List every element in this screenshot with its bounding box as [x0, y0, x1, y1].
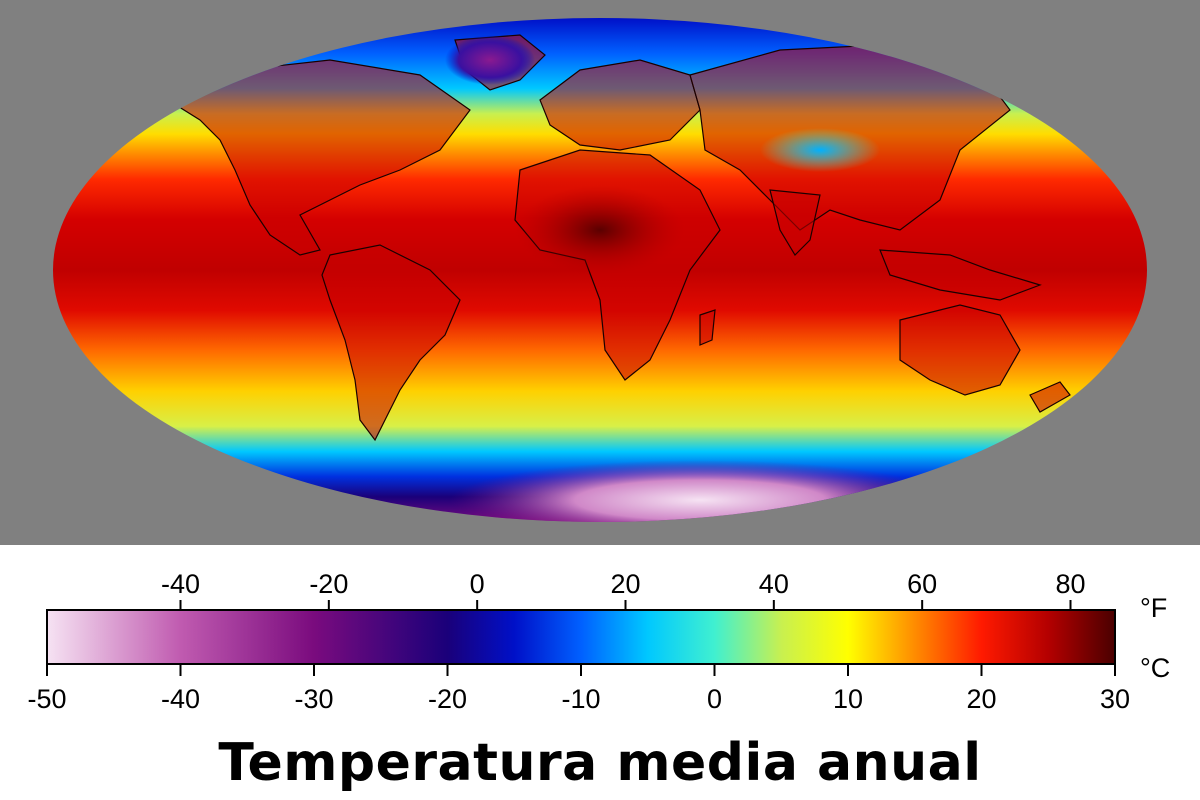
celsius-tick-label: -40: [161, 684, 200, 714]
celsius-tick-label: 30: [1100, 684, 1130, 714]
southeast-asia-islands-shape: [879, 249, 1042, 301]
madagascar-shape: [699, 309, 716, 346]
temperature-legend: -40 -20 0 20 40 60 80 -50 -40 -30 -20 -10 0 10 20 30 °…: [0, 545, 1200, 800]
south-america-shape: [321, 244, 461, 442]
europe-shape: [539, 59, 701, 151]
map-caption: Temperatura media anual: [218, 733, 982, 793]
fahrenheit-tick-label: 40: [759, 569, 789, 599]
celsius-tick-label: 0: [707, 684, 722, 714]
fahrenheit-tick-label: -20: [309, 569, 348, 599]
celsius-tick-label: 20: [966, 684, 996, 714]
celsius-tick-label: -10: [561, 684, 600, 714]
new-zealand-shape: [1029, 381, 1071, 413]
india-shape: [769, 189, 821, 256]
tibetan-plateau-cold-region: [760, 128, 880, 172]
antarctica-cold-region: [450, 460, 950, 522]
celsius-unit-label: °C: [1140, 653, 1170, 683]
celsius-tick-label: 10: [833, 684, 863, 714]
fahrenheit-tick-label: -40: [161, 569, 200, 599]
colorbar-rect: [46, 609, 1116, 665]
temperature-colorbar: -40 -20 0 20 40 60 80 -50 -40 -30 -20 -10 0 10 20 30 °…: [27, 569, 1170, 714]
australia-shape: [899, 304, 1021, 396]
map-projection: [53, 18, 1147, 522]
fahrenheit-tick-label: 20: [610, 569, 640, 599]
temperature-map-graphic: [53, 18, 1147, 522]
fahrenheit-tick-label: 0: [470, 569, 485, 599]
celsius-tick-label: -30: [294, 684, 333, 714]
fahrenheit-unit-label: °F: [1140, 593, 1167, 623]
fahrenheit-tick-group: -40 -20 0 20 40 60 80: [161, 569, 1086, 610]
celsius-tick-label: -20: [428, 684, 467, 714]
fahrenheit-tick-label: 80: [1055, 569, 1085, 599]
greenland-cold-region: [445, 35, 535, 85]
sahara-hot-region: [515, 185, 685, 275]
fahrenheit-tick-label: 60: [907, 569, 937, 599]
north-america-shape: [158, 59, 471, 256]
celsius-tick-group: -50 -40 -30 -20 -10 0 10 20 30: [27, 664, 1130, 714]
celsius-tick-label: -50: [27, 684, 66, 714]
world-temperature-map: [0, 0, 1200, 545]
